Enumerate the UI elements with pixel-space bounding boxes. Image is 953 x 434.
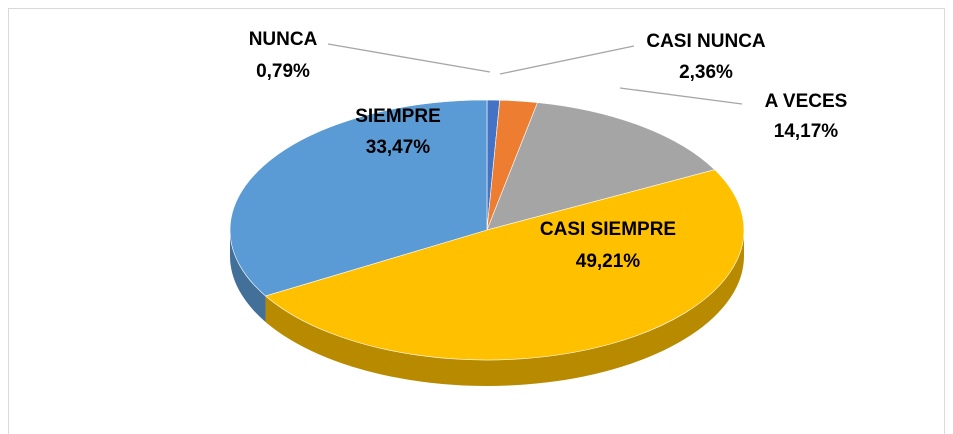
slice-label: NUNCA: [249, 29, 318, 50]
value-label: 0,79%: [256, 61, 310, 82]
pie: [229, 99, 745, 386]
value-label: 33,47%: [366, 137, 431, 158]
value-label: 2,36%: [679, 62, 733, 83]
slice: [486, 102, 716, 231]
slice: [229, 99, 488, 297]
slice-label: SIEMPRE: [355, 106, 441, 127]
value-label: 14,17%: [774, 121, 839, 142]
slice-label: A VECES: [765, 91, 848, 112]
leader-line: [327, 43, 491, 73]
slice: [264, 169, 745, 361]
leader-line: [499, 45, 635, 75]
leader-lines: [327, 43, 743, 105]
slice-side: [265, 230, 744, 386]
slice-label: CASI SIEMPRE: [540, 219, 676, 240]
value-label: 49,21%: [576, 251, 641, 272]
slice-side: [230, 230, 266, 322]
slice-label: CASI NUNCA: [646, 31, 766, 52]
leader-line: [619, 87, 743, 105]
